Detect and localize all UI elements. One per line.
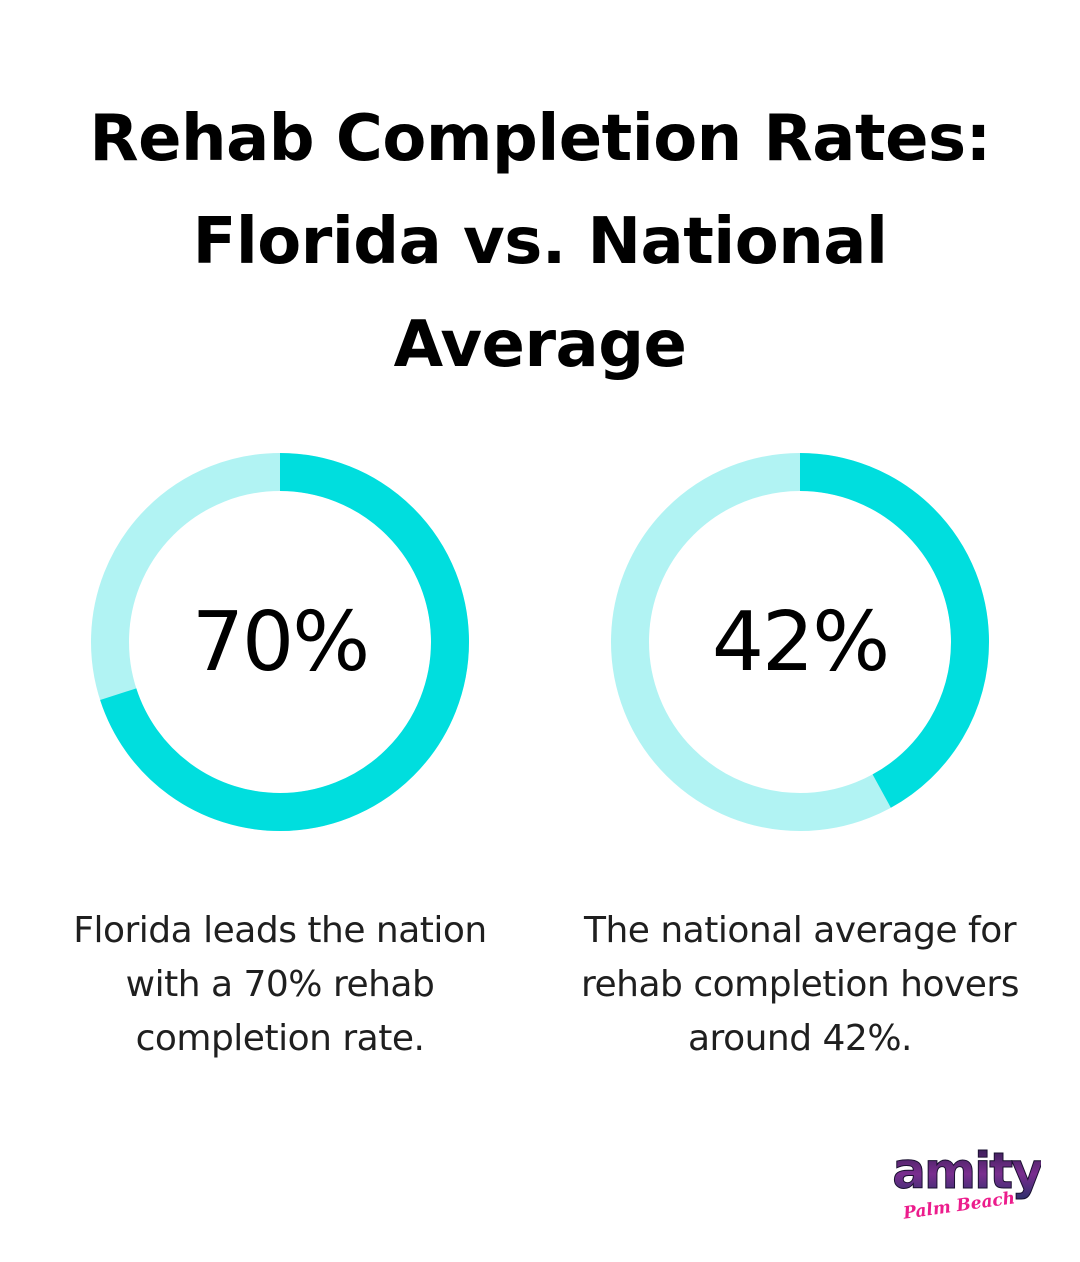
national-donut-arc [611,453,989,831]
page-title: Rehab Completion Rates: Florida vs. Nati… [60,88,1020,397]
national-percent-label: 42% [711,594,890,690]
caption-line: rehab completion hovers [581,964,1019,1005]
national-donut-svg [611,453,989,831]
caption-line: with a 70% rehab [125,964,435,1005]
caption-line: The national average for [583,910,1017,951]
amity-palm-beach-logo: amity Palm Beach [892,1142,1046,1224]
caption-line: around 42%. [688,1018,912,1059]
logo-wordmark: amity [893,1143,1041,1200]
caption-line: Florida leads the nation [73,910,487,951]
florida-donut-arc [91,453,469,831]
title-line: Rehab Completion Rates: [89,102,991,176]
florida-caption: Florida leads the nation with a 70% reha… [30,904,530,1066]
florida-donut-svg [91,453,469,831]
national-donut-chart: 42% [610,452,990,832]
caption-line: completion rate. [135,1018,425,1059]
florida-percent-label: 70% [191,594,370,690]
title-line: Average [393,308,687,382]
florida-donut-chart: 70% [90,452,470,832]
title-line: Florida vs. National [192,205,888,279]
logo-svg: amity Palm Beach [892,1142,1046,1224]
national-caption: The national average for rehab completio… [550,904,1050,1066]
